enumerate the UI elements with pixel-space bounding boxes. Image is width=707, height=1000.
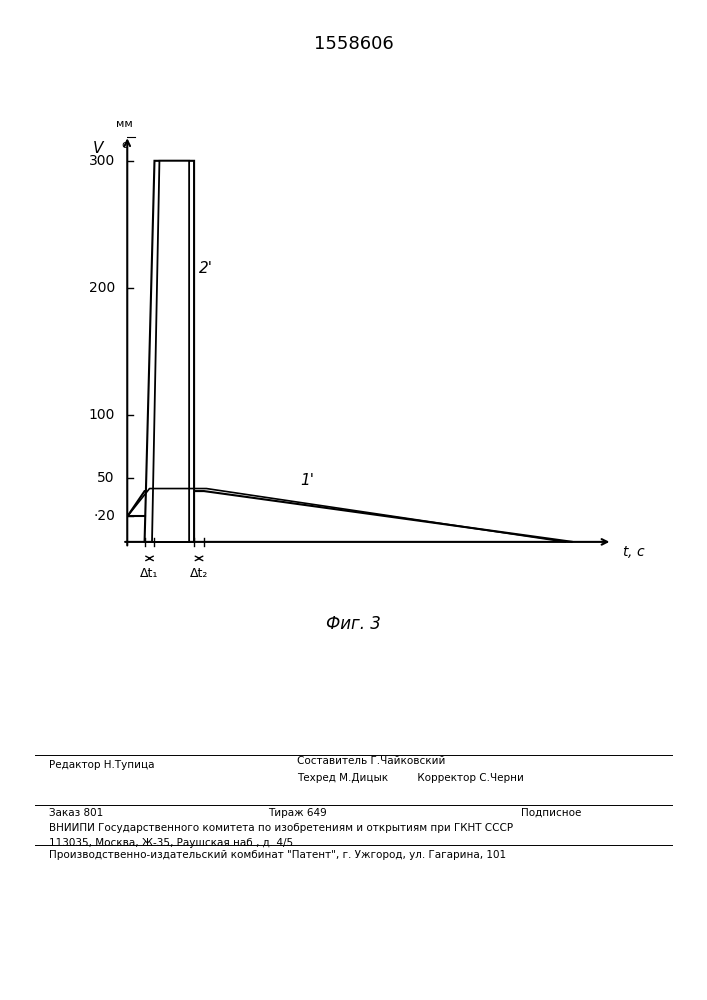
Text: $V$: $V$: [92, 140, 105, 156]
Text: ВНИИПИ Государственного комитета по изобретениям и открытиям при ГКНТ СССР: ВНИИПИ Государственного комитета по изоб…: [49, 823, 513, 833]
Text: ·20: ·20: [93, 509, 115, 523]
Text: 2': 2': [199, 261, 213, 276]
Text: 1': 1': [300, 473, 315, 488]
Text: Редактор Н.Тупица: Редактор Н.Тупица: [49, 760, 155, 770]
Text: Составитель Г.Чайковский: Составитель Г.Чайковский: [297, 756, 445, 766]
Text: с: с: [122, 140, 128, 150]
Text: Тираж 649: Тираж 649: [267, 808, 327, 818]
Text: $t$, c: $t$, c: [622, 544, 646, 560]
Text: Заказ 801: Заказ 801: [49, 808, 104, 818]
Text: 1558606: 1558606: [314, 35, 393, 53]
Polygon shape: [127, 491, 573, 542]
Text: Техред М.Дицык         Корректор С.Черни: Техред М.Дицык Корректор С.Черни: [297, 773, 524, 783]
Text: мм: мм: [117, 119, 133, 129]
Text: 50: 50: [98, 471, 115, 485]
Text: Δt₁: Δt₁: [141, 567, 158, 580]
Text: 100: 100: [88, 408, 115, 422]
Text: Подписное: Подписное: [521, 808, 582, 818]
Text: 300: 300: [88, 154, 115, 168]
Text: 113035, Москва, Ж-35, Раушская наб., д. 4/5: 113035, Москва, Ж-35, Раушская наб., д. …: [49, 838, 293, 848]
Text: Фиг. 3: Фиг. 3: [326, 615, 381, 633]
Text: Производственно-издательский комбинат "Патент", г. Ужгород, ул. Гагарина, 101: Производственно-издательский комбинат "П…: [49, 850, 507, 860]
Polygon shape: [145, 161, 194, 542]
Text: 200: 200: [88, 281, 115, 295]
Polygon shape: [152, 161, 189, 542]
Text: Δt₂: Δt₂: [190, 567, 208, 580]
